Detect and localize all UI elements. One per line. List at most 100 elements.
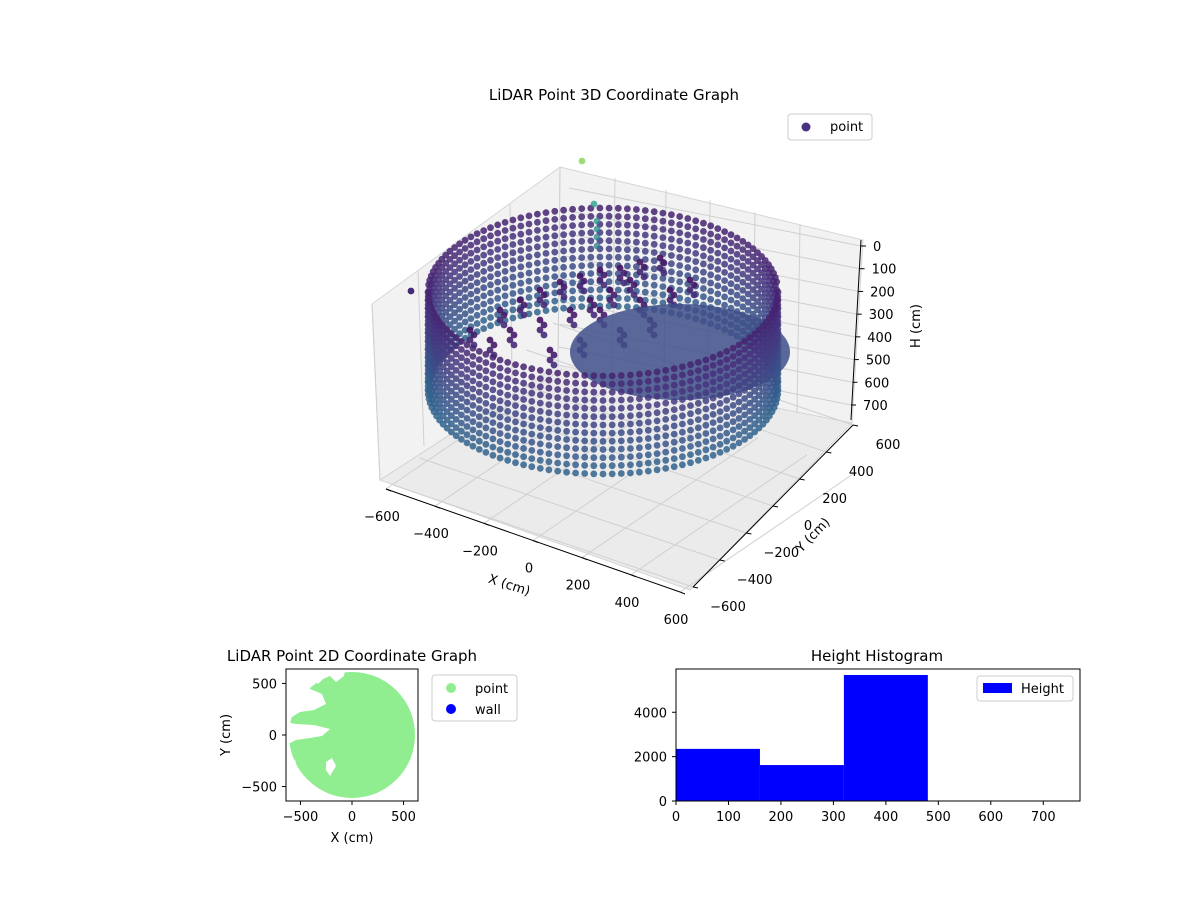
point-3d bbox=[670, 406, 678, 413]
point-3d bbox=[716, 432, 724, 440]
point-3d bbox=[749, 294, 757, 302]
point-3d bbox=[608, 413, 616, 421]
point-3d bbox=[670, 422, 678, 430]
point-3d bbox=[624, 303, 631, 311]
point-3d bbox=[525, 228, 533, 236]
point-3d bbox=[551, 273, 559, 280]
point-3d bbox=[608, 397, 616, 404]
point-3d bbox=[716, 416, 724, 424]
point-3d bbox=[624, 221, 631, 229]
point-3d bbox=[473, 320, 481, 327]
point-3d bbox=[581, 421, 589, 428]
plot-3d-title: LiDAR Point 3D Coordinate Graph bbox=[489, 86, 739, 104]
point-3d bbox=[605, 245, 613, 253]
point-3d bbox=[581, 396, 589, 404]
point-3d bbox=[617, 429, 625, 437]
point-3d bbox=[489, 362, 497, 369]
point-3d bbox=[587, 245, 595, 253]
point-3d bbox=[617, 462, 625, 469]
point-3d bbox=[692, 225, 700, 233]
point-3d bbox=[463, 415, 471, 422]
point-3d bbox=[482, 416, 490, 424]
point-3d bbox=[739, 295, 747, 302]
point-3d bbox=[475, 429, 483, 437]
point-3d bbox=[504, 375, 512, 383]
point-3d-outlier bbox=[590, 200, 598, 208]
point-3d bbox=[551, 256, 559, 264]
point-3d bbox=[716, 383, 724, 391]
point-3d bbox=[735, 349, 743, 357]
point-3d bbox=[504, 359, 512, 366]
point-3d bbox=[739, 238, 747, 245]
point-3d bbox=[486, 346, 494, 354]
point-3d bbox=[741, 436, 748, 443]
point-3d bbox=[590, 421, 598, 429]
point-3d bbox=[563, 403, 570, 411]
point-3d bbox=[452, 416, 460, 423]
point-3d bbox=[467, 258, 475, 265]
point-3d bbox=[545, 417, 553, 425]
point-3d bbox=[624, 295, 631, 303]
point-3d bbox=[620, 269, 628, 277]
point-3d bbox=[563, 378, 570, 386]
point-3d bbox=[545, 384, 553, 392]
point-3d bbox=[494, 221, 502, 229]
point-3d bbox=[739, 287, 747, 294]
point-3d bbox=[563, 452, 570, 460]
point-3d bbox=[451, 301, 458, 309]
point-3d bbox=[668, 219, 675, 227]
point-3d bbox=[572, 371, 579, 379]
point-3d bbox=[746, 342, 754, 350]
point-3d bbox=[463, 366, 471, 373]
point-3d bbox=[723, 356, 731, 363]
point-3d bbox=[626, 276, 634, 284]
point-3d bbox=[525, 277, 533, 285]
point-3d bbox=[596, 286, 604, 294]
point-3d bbox=[662, 407, 670, 415]
point-3d bbox=[662, 416, 670, 423]
point-3d bbox=[496, 421, 504, 429]
point-3d bbox=[489, 419, 497, 426]
point-3d bbox=[536, 367, 544, 374]
point-3d bbox=[641, 215, 649, 223]
point-3d bbox=[694, 391, 702, 399]
point-3d bbox=[659, 283, 667, 290]
point-3d bbox=[520, 301, 528, 309]
grid-line-z bbox=[567, 210, 860, 270]
point-3d bbox=[692, 250, 700, 257]
point-3d bbox=[660, 269, 668, 277]
point-3d bbox=[536, 456, 544, 464]
point-3d bbox=[650, 298, 658, 305]
point-3d bbox=[448, 428, 455, 436]
point-3d bbox=[569, 214, 576, 221]
point-3d bbox=[644, 467, 652, 475]
point-3d bbox=[723, 429, 731, 437]
point-3d bbox=[563, 387, 570, 394]
point-3d bbox=[739, 270, 747, 278]
point-3d bbox=[556, 288, 564, 296]
point-3d bbox=[560, 239, 567, 247]
point-3d bbox=[733, 259, 741, 266]
point-3d bbox=[536, 432, 544, 440]
point-3d bbox=[741, 403, 748, 411]
plot-2d-y-tick-label: 500 bbox=[252, 677, 277, 692]
point-3d bbox=[650, 281, 658, 289]
point-3d bbox=[707, 271, 715, 279]
point-3d bbox=[482, 351, 490, 358]
histogram-x-tick-label: 700 bbox=[1031, 810, 1056, 825]
point-3d bbox=[542, 307, 550, 314]
point-3d bbox=[461, 261, 469, 269]
point-3d bbox=[729, 402, 737, 409]
point-3d bbox=[560, 263, 567, 271]
point-3d bbox=[640, 263, 648, 271]
point-3d bbox=[482, 449, 490, 456]
point-3d bbox=[729, 344, 737, 352]
point-3d bbox=[456, 240, 463, 248]
point-3d bbox=[590, 413, 598, 421]
point-3d bbox=[729, 361, 737, 368]
legend-3d-label: point bbox=[830, 120, 863, 135]
point-3d bbox=[679, 363, 686, 371]
point-3d bbox=[446, 247, 454, 255]
point-3d bbox=[572, 412, 579, 420]
point-3d bbox=[679, 453, 686, 461]
